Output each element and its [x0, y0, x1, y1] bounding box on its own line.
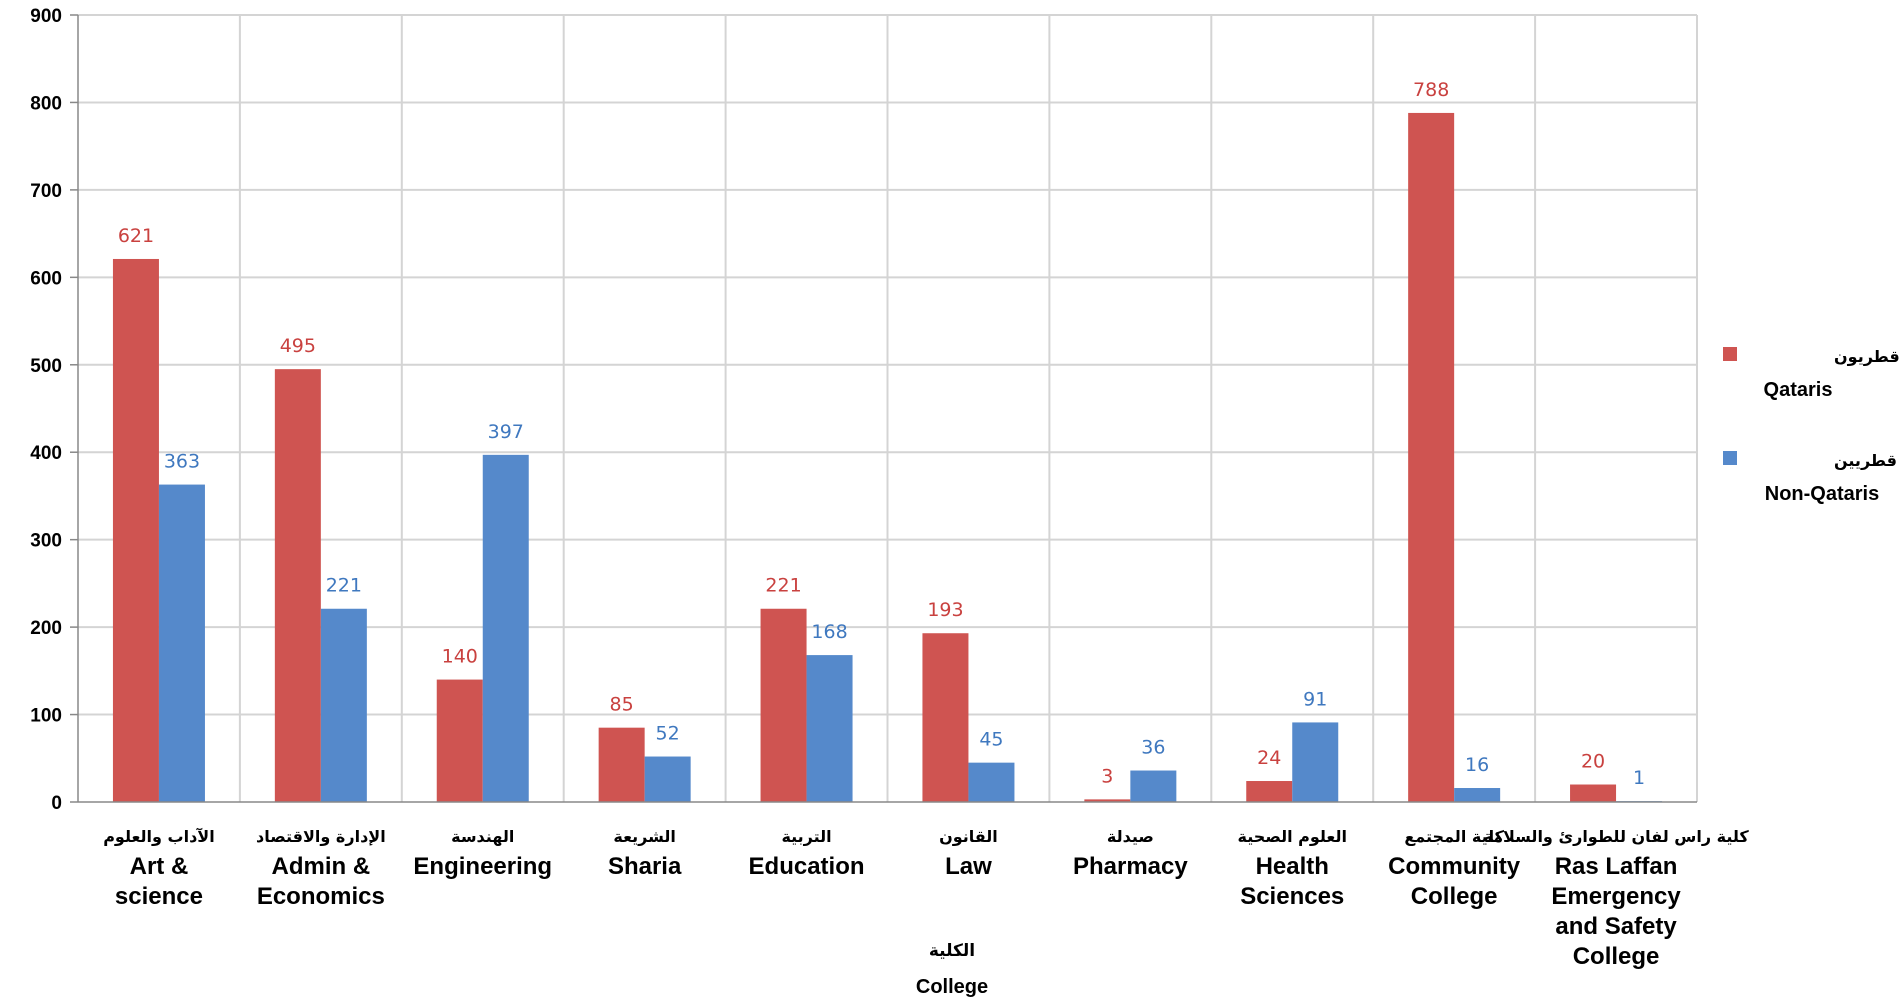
data-label-non-qataris: 221 — [326, 575, 362, 597]
y-tick-label: 400 — [30, 443, 62, 464]
x-tick-label: Ras Laffan — [1555, 853, 1678, 880]
x-tick-label-arabic: التربية — [781, 827, 831, 846]
data-label-qataris: 193 — [927, 599, 963, 621]
bar-qataris — [436, 679, 483, 802]
bar-non-qataris — [158, 484, 205, 802]
data-label-qataris: 3 — [1101, 765, 1113, 787]
x-tick-label-arabic: العلوم الصحية — [1238, 827, 1347, 846]
data-label-non-qataris: 397 — [488, 421, 524, 443]
data-label-qataris: 495 — [280, 335, 316, 357]
gridlines — [78, 14, 1698, 802]
data-label-non-qataris: 36 — [1141, 737, 1165, 759]
x-tick-label: Economics — [257, 883, 385, 910]
data-label-non-qataris: 45 — [979, 729, 1003, 751]
x-tick-label-arabic: الإدارة والاقتصاد — [256, 827, 386, 846]
data-label-non-qataris: 16 — [1465, 754, 1489, 776]
data-label-qataris: 24 — [1257, 747, 1281, 769]
bar-non-qataris — [1130, 770, 1177, 802]
legend-label: Non-Qataris — [1765, 483, 1879, 505]
x-tick-label: and Safety — [1555, 913, 1677, 940]
bar-qataris — [598, 727, 645, 802]
data-label-non-qataris: 52 — [656, 723, 680, 745]
bar-qataris — [274, 369, 321, 802]
bar-non-qataris — [1292, 722, 1339, 802]
bars — [112, 112, 1663, 803]
y-tick-label: 800 — [30, 93, 62, 114]
bar-non-qataris — [806, 655, 853, 802]
bar-qataris — [760, 608, 807, 802]
legend-swatch-non-qataris — [1723, 451, 1737, 465]
legend-label-arabic: غير قطريين — [1834, 451, 1901, 470]
bar-qataris — [1570, 784, 1617, 802]
y-axis: 0 100 200 300 400 500 600 700 800 900 — [30, 6, 79, 814]
data-label-qataris: 621 — [118, 225, 154, 247]
bar-qataris — [112, 258, 159, 803]
x-tick-label-arabic: القانون — [939, 827, 998, 846]
x-tick-label: College — [1573, 943, 1660, 970]
x-tick-label: Sharia — [608, 853, 682, 880]
data-label-qataris: 788 — [1413, 79, 1449, 101]
data-labels: 621 363 495 221 140 397 85 52 221 168 193 45 3 36 24 91… — [118, 79, 1645, 789]
x-tick-label: Pharmacy — [1073, 853, 1188, 880]
bar-non-qataris — [968, 762, 1015, 802]
data-label-non-qataris: 168 — [811, 621, 847, 643]
bar-non-qataris — [644, 756, 691, 802]
y-tick-label: 300 — [30, 531, 62, 552]
x-axis: الآداب والعلوم Art & science الإدارة والاقت… — [78, 801, 1749, 970]
x-tick-label: Art & — [130, 853, 189, 880]
x-tick-label: Engineering — [413, 853, 552, 880]
x-tick-label: Admin & — [272, 853, 371, 880]
data-label-non-qataris: 1 — [1633, 767, 1645, 789]
data-label-qataris: 20 — [1581, 751, 1605, 773]
data-label-non-qataris: 91 — [1303, 688, 1327, 710]
x-tick-label-arabic: صيدلة — [1107, 827, 1154, 846]
data-label-qataris: 140 — [442, 646, 478, 668]
x-tick-label: Emergency — [1551, 883, 1681, 910]
x-axis-title: College — [916, 976, 988, 998]
x-tick-label: Law — [945, 853, 992, 880]
x-tick-label: Education — [749, 853, 865, 880]
x-tick-label: Health — [1256, 853, 1329, 880]
x-tick-label-arabic: كلية المجتمع — [1404, 827, 1504, 846]
bar-qataris — [922, 633, 969, 802]
data-label-qataris: 221 — [765, 575, 801, 597]
legend-label-arabic: قطريون — [1834, 347, 1900, 366]
bar-qataris — [1246, 781, 1293, 802]
y-tick-label: 500 — [30, 356, 62, 377]
legend-label: Qataris — [1764, 379, 1833, 401]
bar-qataris — [1408, 112, 1455, 803]
data-label-qataris: 85 — [610, 694, 634, 716]
legend-swatch-qataris — [1723, 347, 1737, 361]
x-tick-label: Sciences — [1240, 883, 1344, 910]
y-tick-label: 100 — [30, 706, 62, 727]
x-tick-label-arabic: الآداب والعلوم — [103, 827, 215, 846]
bar-non-qataris — [1454, 788, 1501, 802]
x-tick-label: science — [115, 883, 203, 910]
x-tick-label: Community — [1388, 853, 1521, 880]
x-tick-label: College — [1411, 883, 1498, 910]
y-tick-label: 600 — [30, 268, 62, 289]
bar-qataris — [1084, 799, 1131, 802]
data-label-non-qataris: 363 — [164, 451, 200, 473]
y-tick-label: 200 — [30, 618, 62, 639]
x-tick-label-arabic: كلية راس لفان للطوارئ والسلامة — [1483, 827, 1749, 846]
bar-non-qataris — [320, 608, 367, 802]
x-tick-label-arabic: الهندسة — [451, 827, 514, 846]
x-axis-title-arabic: الكلية — [929, 941, 975, 961]
x-tick-label-arabic: الشريعة — [613, 827, 675, 846]
y-tick-label: 700 — [30, 181, 62, 202]
y-tick-label: 0 — [51, 793, 62, 814]
y-tick-label: 900 — [30, 6, 62, 27]
bar-non-qataris — [482, 454, 529, 802]
